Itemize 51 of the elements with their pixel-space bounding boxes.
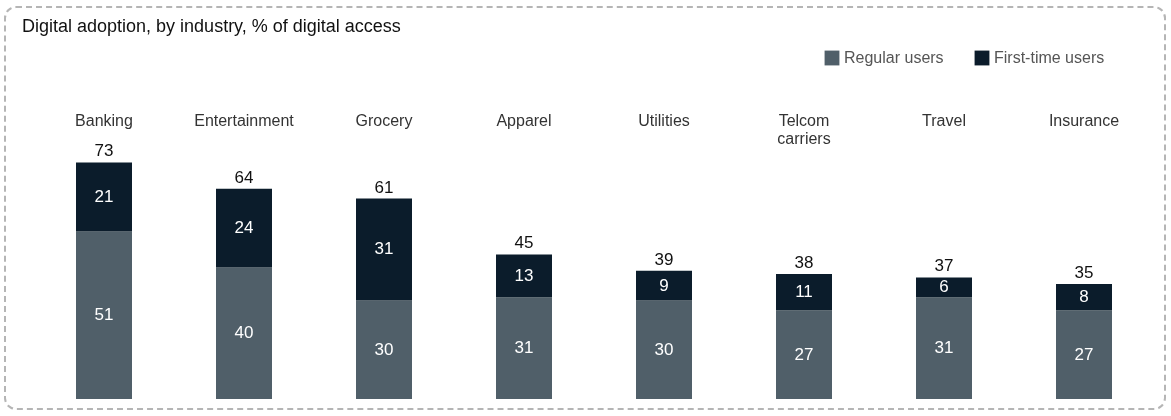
- bar: [1056, 310, 1112, 399]
- bar: [636, 300, 692, 399]
- data-label: 27: [794, 344, 814, 364]
- bar: [636, 270, 692, 301]
- x-tick-label: Travel: [922, 111, 966, 129]
- bar: [76, 231, 132, 399]
- total-label: 45: [514, 233, 534, 253]
- data-label: 31: [934, 338, 954, 358]
- bar: [216, 188, 272, 268]
- bar: [496, 254, 552, 298]
- bar: [216, 267, 272, 399]
- total-label: 39: [654, 249, 674, 269]
- bar: [496, 297, 552, 399]
- data-label: 51: [94, 305, 114, 325]
- bar: [356, 300, 412, 399]
- legend-label: First-time users: [994, 49, 1105, 66]
- total-label: 38: [794, 253, 814, 273]
- x-tick-label: Apparel: [496, 111, 552, 129]
- legend-label: Regular users: [844, 49, 944, 66]
- data-label: 31: [374, 239, 394, 259]
- data-label: 13: [514, 265, 534, 285]
- x-tick-label: Grocery: [355, 111, 413, 129]
- x-tick-label: Insurance: [1048, 111, 1120, 129]
- bar: [1056, 283, 1112, 311]
- data-label: 40: [234, 323, 254, 343]
- x-tick-label: Entertainment: [194, 111, 295, 129]
- data-label: 30: [654, 339, 674, 359]
- x-tick-label: Telcom carriers: [777, 111, 831, 147]
- data-label: 30: [374, 339, 394, 359]
- data-label: 27: [1074, 344, 1094, 364]
- total-label: 61: [374, 177, 394, 197]
- total-label: 37: [934, 256, 954, 276]
- data-label: 9: [659, 275, 669, 295]
- bar: [916, 277, 972, 298]
- bar: [776, 274, 832, 311]
- data-label: 6: [939, 277, 949, 297]
- data-label: 24: [234, 218, 254, 238]
- x-tick-label: Banking: [75, 111, 133, 129]
- total-label: 35: [1074, 262, 1094, 282]
- data-label: 31: [514, 338, 534, 358]
- bar: [776, 310, 832, 399]
- total-label: 64: [234, 167, 254, 187]
- bar: [76, 162, 132, 232]
- data-label: 11: [795, 282, 813, 302]
- x-tick-label: Utilities: [638, 111, 690, 129]
- data-label: 21: [94, 186, 114, 206]
- bar: [916, 297, 972, 399]
- chart-title: Digital adoption, by industry, % of digital access: [22, 16, 401, 36]
- data-label: 8: [1079, 287, 1089, 307]
- total-label: 73: [94, 141, 114, 161]
- bar: [356, 198, 412, 301]
